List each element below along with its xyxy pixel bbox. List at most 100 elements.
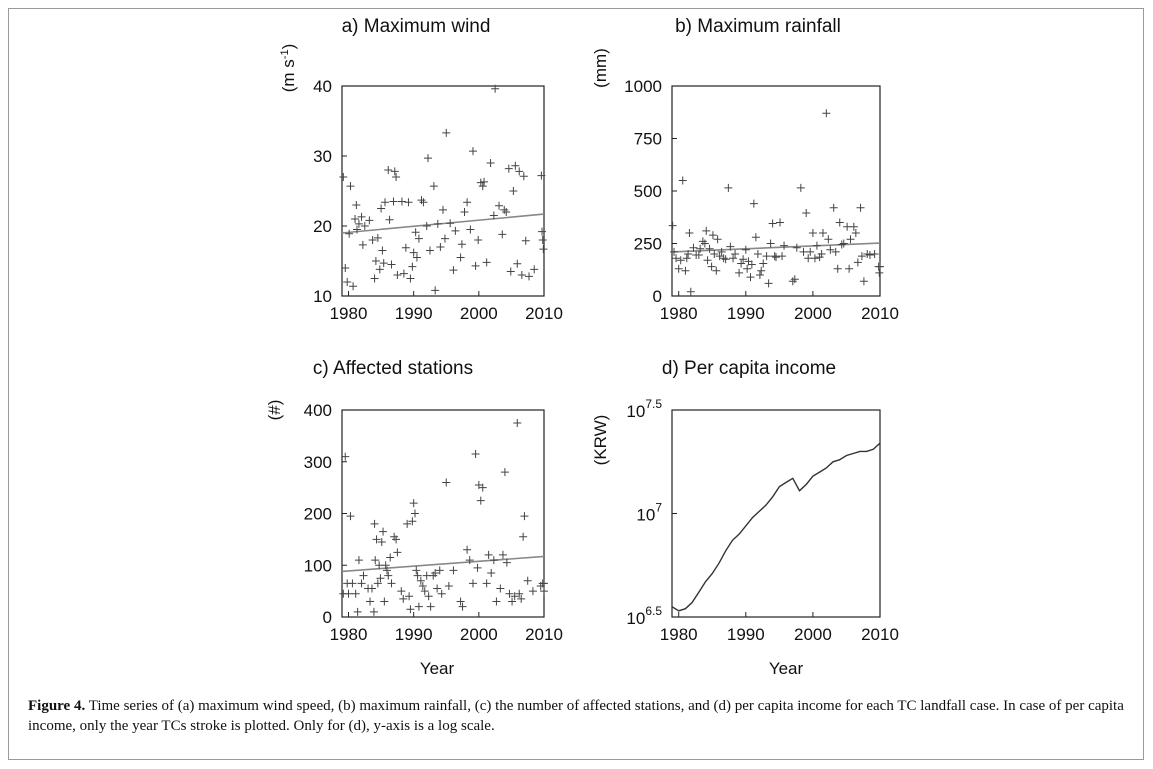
panel-b-ytick-label: 250 [634, 235, 662, 254]
panel-b-xtick-label: 1980 [660, 304, 698, 323]
panel-a-point [513, 259, 522, 268]
panel-c-point [519, 532, 528, 541]
panel-b-point [804, 254, 813, 263]
panel-c-point [373, 579, 382, 588]
panel-c-point [508, 597, 517, 606]
panel-a-ytick-label: 40 [313, 77, 332, 96]
panel-a-point [349, 282, 358, 291]
panel-c-point [505, 589, 514, 598]
panel-a-point [377, 204, 386, 213]
panel-b-ytick-label: 500 [634, 182, 662, 201]
panel-b-point [672, 254, 681, 263]
panel-c-plot: 1980 1990 2000 2010 0 100 200 300 400 [304, 401, 563, 644]
panel-b-point [875, 268, 884, 277]
panel-c-point [442, 478, 451, 487]
panel-a-point [375, 265, 384, 274]
panel-a-point [358, 240, 367, 249]
panel-c-point [354, 556, 363, 565]
panel-c-point [528, 587, 537, 596]
panel-b-point [788, 277, 797, 286]
panel-b-ytick-label: 1000 [624, 77, 662, 96]
panel-a-point [530, 265, 539, 274]
panel-b-point [829, 203, 838, 212]
panel-c-point [413, 571, 422, 580]
panel-b-point [831, 247, 840, 256]
panel-b: b) Maximum rainfall (mm) 1980 1990 2000 201… [591, 16, 899, 323]
panel-c-point [476, 496, 485, 505]
panel-c-point [487, 569, 496, 578]
panel-a-point [519, 172, 528, 181]
panel-b-point [792, 243, 801, 252]
panel-c-point [418, 581, 427, 590]
panel-c-point [482, 579, 491, 588]
panel-a-point [425, 246, 434, 255]
panel-c-point [502, 558, 511, 567]
panel-a-point [466, 225, 475, 234]
panel-a-point [436, 243, 445, 251]
panel-c-xtick-label: 2000 [460, 625, 498, 644]
panel-b-point [731, 250, 740, 258]
panel-b-point [755, 271, 764, 279]
panel-b-point [846, 235, 855, 244]
panel-b-point [686, 287, 695, 296]
panel-b-point [708, 231, 717, 240]
panel-c-point [351, 589, 360, 598]
panel-a-point [351, 215, 360, 223]
panel-a-point [480, 177, 489, 186]
panel-c-point [510, 592, 519, 601]
panel-a-point [392, 173, 401, 181]
panel-b-point [689, 243, 698, 252]
panel-a-point [387, 260, 396, 269]
panel-b-point [845, 264, 854, 273]
panel-a-point [397, 197, 406, 206]
panel-b-point [762, 252, 771, 261]
panel-c-ytick-label: 400 [304, 401, 332, 420]
panel-a-point [500, 205, 509, 214]
panel-d-ytick-label: 106.5 [626, 604, 662, 628]
panel-c-point [484, 550, 493, 559]
panel-c-point [471, 449, 480, 458]
panel-a-point [539, 245, 548, 254]
panel-a-point [346, 182, 355, 191]
panel-a-point [442, 128, 451, 137]
panel-a-point [498, 230, 507, 239]
panel-b-point [703, 256, 712, 265]
panel-a-point [457, 240, 466, 249]
panel-c-trend-line [341, 555, 545, 573]
panel-b-plot: 1980 1990 2000 2010 0 250 500 750 1000 [624, 77, 899, 323]
panel-a-point [482, 258, 491, 267]
panel-c-point [369, 607, 378, 616]
panel-b-point [865, 251, 874, 260]
panel-c-point [500, 468, 509, 477]
panel-b-point [849, 222, 858, 231]
panel-d-xtick-label: 2000 [794, 625, 832, 644]
panel-a-point [433, 219, 442, 228]
panel-b-point [676, 256, 685, 265]
panel-b-point [749, 199, 758, 208]
panel-b-point [719, 254, 728, 263]
panel-c-ylabel: (#) [265, 400, 284, 421]
panel-b-point [757, 266, 766, 275]
panel-c-point [540, 579, 548, 588]
panel-a-point [339, 173, 348, 181]
panel-a-point [456, 253, 465, 262]
panel-a-point [401, 243, 410, 252]
panel-a-point [468, 147, 477, 156]
panel-a-point [504, 164, 513, 173]
panel-a-xtick-label: 1990 [395, 304, 433, 323]
panel-c-point [458, 602, 467, 611]
panel-b-point [737, 259, 746, 268]
panel-d-title: d) Per capita income [662, 358, 836, 379]
panel-a-point [449, 266, 458, 275]
panel-c-point [392, 535, 401, 544]
panel-a-point [389, 197, 398, 206]
panel-a-point [352, 201, 361, 209]
panel-a-point [451, 226, 460, 235]
panel-a-point [495, 201, 504, 210]
panel-a-point [422, 222, 431, 230]
panel-a-point [509, 187, 518, 195]
panel-a-point [379, 259, 388, 268]
panel-c-point [382, 566, 391, 575]
panel-b-point [717, 247, 726, 256]
